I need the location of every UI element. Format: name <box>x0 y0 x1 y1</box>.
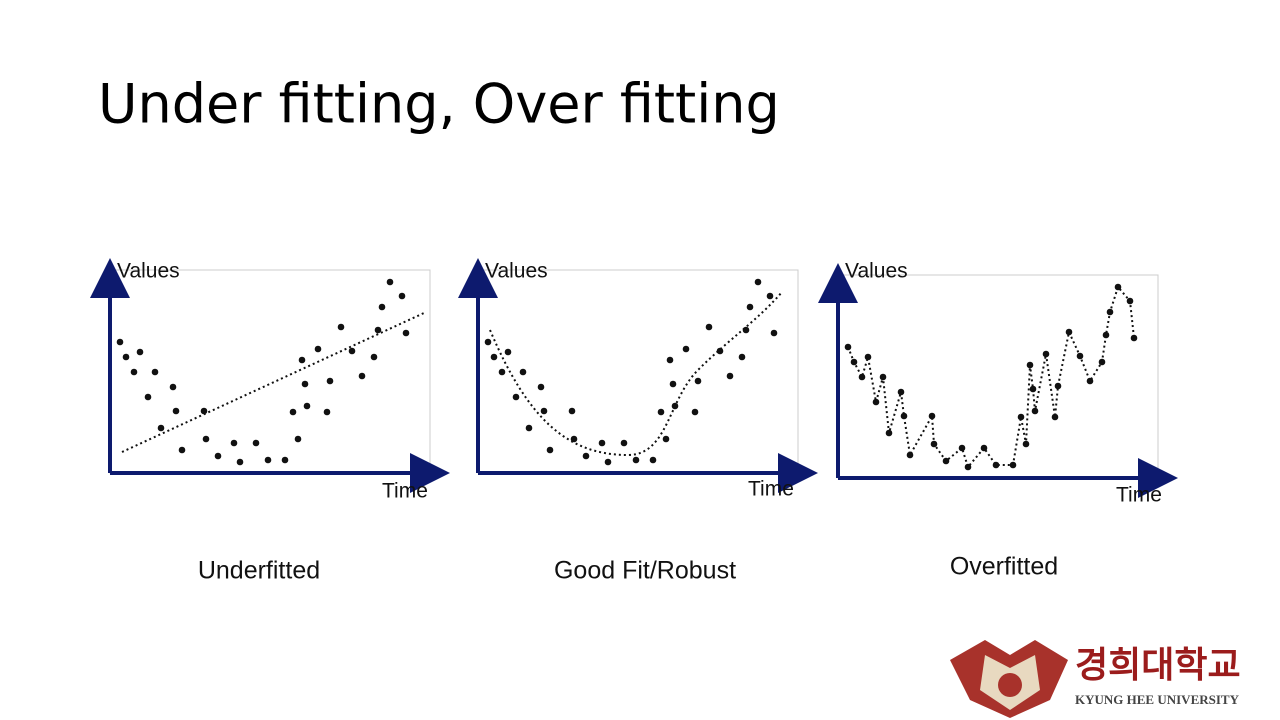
slide-title: Under fitting, Over fitting <box>98 73 780 136</box>
y-axis-label: Values <box>845 260 908 283</box>
university-logo: 경희대학교 KYUNG HEE UNIVERSITY <box>950 640 1241 718</box>
logo-name: 경희대학교 <box>1075 645 1241 686</box>
y-axis-label: Values <box>485 260 548 283</box>
panel-caption: Underfitted <box>198 557 320 585</box>
panel-caption: Good Fit/Robust <box>554 557 736 585</box>
logo-subtitle: KYUNG HEE UNIVERSITY <box>1075 692 1240 707</box>
x-axis-label: Time <box>382 480 428 503</box>
y-axis-label: Values <box>117 260 180 283</box>
underfit-panel: Values Time Underfitted <box>110 260 430 585</box>
x-axis-label: Time <box>1116 484 1162 507</box>
goodfit-panel: Values Time Good Fit/Robust <box>478 260 798 585</box>
x-axis-label: Time <box>748 478 794 501</box>
panel-caption: Overfitted <box>950 553 1058 581</box>
overfit-panel: Values Time Overfitted <box>838 260 1162 581</box>
